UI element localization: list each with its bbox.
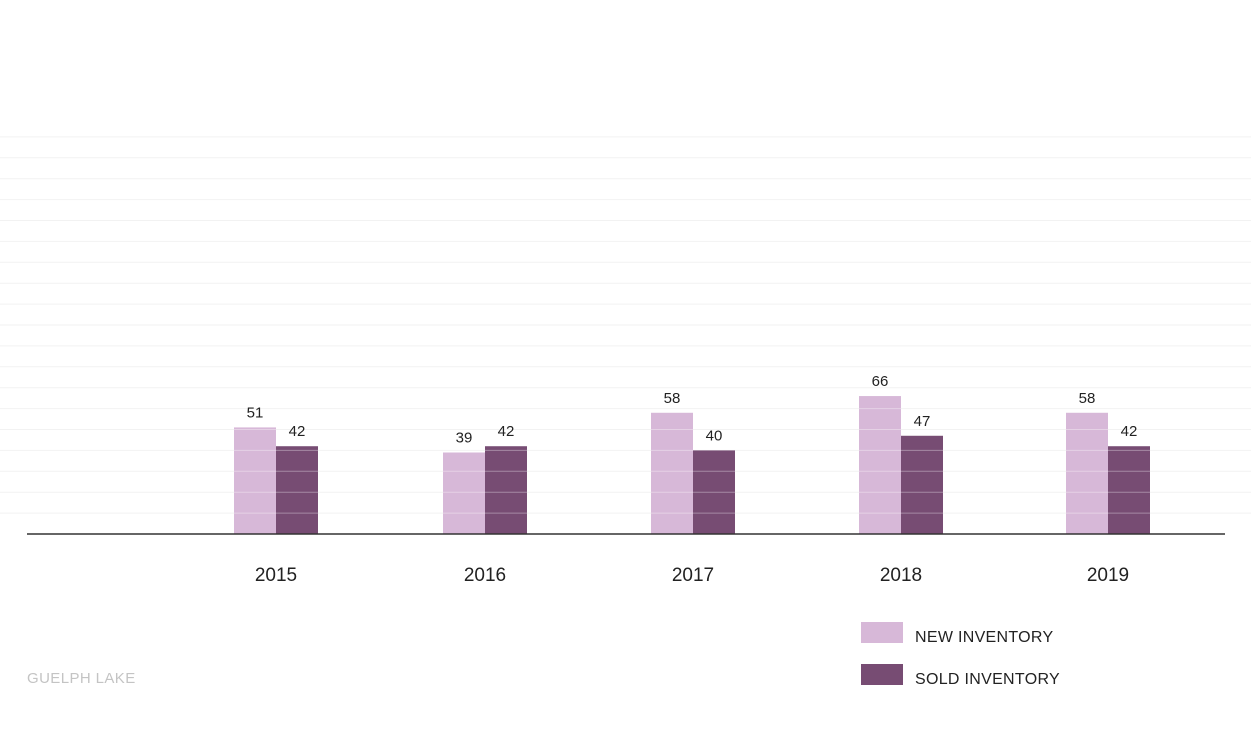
bar-sold-2016 (485, 446, 527, 534)
x-tick-label-2018: 2018 (880, 565, 922, 586)
bar-sold-2018 (901, 435, 943, 534)
data-label-sold-2017: 40 (706, 427, 723, 444)
bar-sold-2019 (1108, 446, 1150, 534)
bar-sold-2015 (276, 446, 318, 534)
legend-swatch-new (861, 622, 903, 643)
bar-new-2018 (859, 396, 901, 534)
data-label-new-2019: 58 (1079, 390, 1096, 407)
legend-label-sold: SOLD INVENTORY (915, 671, 1060, 688)
legend-swatch-sold (861, 664, 903, 685)
x-tick-label-2016: 2016 (464, 565, 506, 586)
data-label-sold-2015: 42 (289, 423, 306, 440)
bar-new-2017 (651, 412, 693, 534)
bar-new-2019 (1066, 412, 1108, 534)
data-label-new-2016: 39 (456, 429, 473, 446)
data-label-new-2015: 51 (247, 404, 264, 421)
legend-label-new: NEW INVENTORY (915, 629, 1053, 646)
footnote-label: GUELPH LAKE (27, 670, 136, 687)
x-tick-label-2019: 2019 (1087, 565, 1129, 586)
data-label-new-2017: 58 (664, 390, 681, 407)
bar-new-2015 (234, 427, 276, 534)
bar-new-2016 (443, 452, 485, 534)
x-tick-label-2015: 2015 (255, 565, 297, 586)
x-tick-label-2017: 2017 (672, 565, 714, 586)
data-label-sold-2019: 42 (1121, 423, 1138, 440)
bar-sold-2017 (693, 450, 735, 534)
data-label-sold-2018: 47 (914, 413, 931, 430)
data-label-sold-2016: 42 (498, 423, 515, 440)
data-label-new-2018: 66 (872, 373, 889, 390)
